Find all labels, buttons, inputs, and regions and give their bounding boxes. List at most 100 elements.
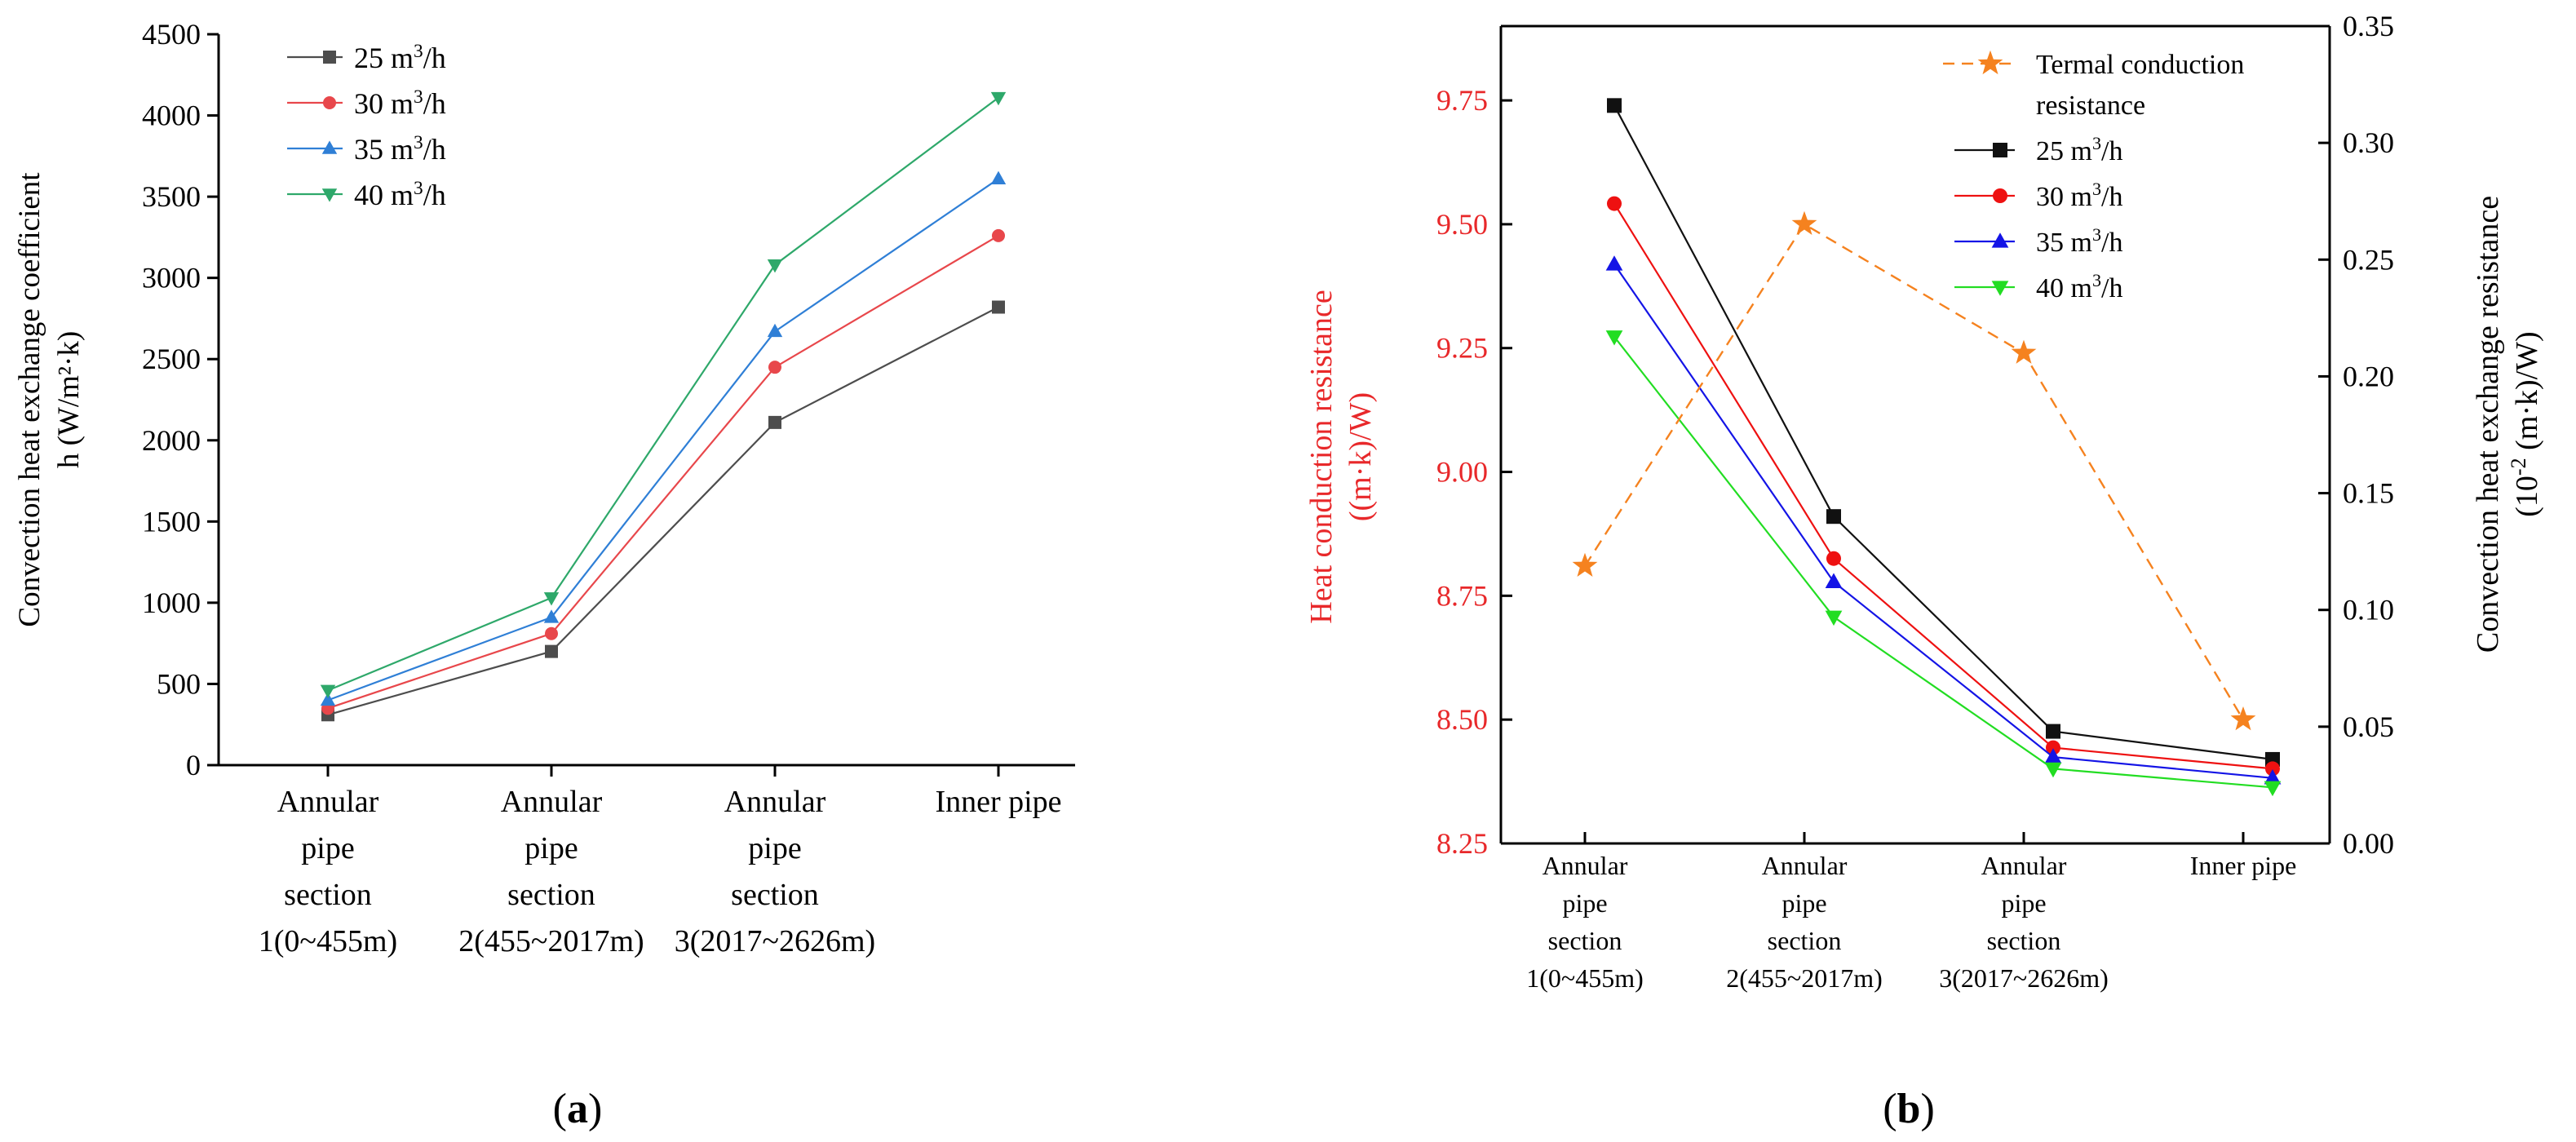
chart-b-x-tick-label: section bbox=[1548, 926, 1622, 955]
chart-a-x-tick-label: 1(0~455m) bbox=[259, 924, 397, 958]
chart-b-point bbox=[1605, 330, 1623, 346]
legend-label: resistance bbox=[2036, 91, 2145, 121]
chart-b-right-y-tick-label: 0.30 bbox=[2343, 126, 2394, 159]
caption-a: (a) bbox=[553, 1086, 603, 1132]
chart-a-point bbox=[320, 684, 336, 699]
chart-b-right-y-tick-label: 0.20 bbox=[2343, 360, 2394, 392]
chart-b-left-y-tick-label: 9.50 bbox=[1436, 208, 1488, 241]
chart-b-series-line-3 bbox=[1613, 336, 2273, 789]
legend-marker bbox=[323, 51, 336, 64]
chart-a-point bbox=[767, 323, 783, 338]
chart-b-point bbox=[1826, 551, 1841, 566]
chart-b-ylabel-right-line2: (10-2 (m·k)/W) bbox=[2507, 331, 2544, 516]
chart-a-point bbox=[545, 644, 558, 658]
chart-b-point bbox=[1825, 573, 1843, 589]
chart-b-right-y-tick-label: 0.15 bbox=[2343, 477, 2394, 510]
chart-a-series-line-1 bbox=[327, 234, 999, 710]
chart-b-point bbox=[2265, 761, 2280, 777]
legend-label: 40 m3/h bbox=[2036, 270, 2122, 303]
chart-a-y-tick-label: 3000 bbox=[142, 262, 201, 294]
chart-a-ylabel-line1: Convection heat exchange coefficient bbox=[13, 172, 46, 627]
chart-a-series-line-2 bbox=[327, 178, 999, 702]
chart-a-x-tick-label: Annular bbox=[501, 785, 603, 819]
legend-label: 25 m3/h bbox=[2036, 133, 2122, 166]
chart-b-x-tick-label: 2(455~2017m) bbox=[1726, 963, 1883, 993]
legend-marker bbox=[1991, 232, 2009, 248]
chart-a-y-tick-label: 2000 bbox=[142, 424, 201, 457]
chart-b-x-tick-label: pipe bbox=[1562, 888, 1607, 918]
chart-b-series-line-0 bbox=[1613, 104, 2273, 760]
chart-a-x-tick-label: 3(2017~2626m) bbox=[675, 924, 875, 958]
chart-b-point bbox=[1605, 255, 1623, 271]
chart-b-left-y-tick-label: 8.50 bbox=[1436, 703, 1488, 736]
chart-b-conduction-point bbox=[2230, 706, 2256, 731]
chart-a-x-tick-label: Annular bbox=[277, 785, 379, 819]
chart-b-point bbox=[2044, 748, 2062, 764]
chart-a-point bbox=[543, 609, 560, 623]
chart-a-x-tick-label: pipe bbox=[301, 831, 354, 865]
chart-a-point bbox=[543, 592, 560, 606]
chart-a-point bbox=[768, 361, 781, 374]
chart-b-right-y-tick-label: 0.00 bbox=[2343, 827, 2394, 860]
caption-b: (b) bbox=[1883, 1086, 1935, 1132]
chart-b-series-line-2 bbox=[1613, 263, 2273, 779]
chart-b-point bbox=[2044, 762, 2062, 778]
chart-a-x-tick-label: section bbox=[507, 878, 595, 912]
chart-b-series-line-1 bbox=[1613, 203, 2273, 770]
chart-b-point bbox=[2046, 724, 2060, 739]
chart-b-x-tick-label: Annular bbox=[1762, 851, 1848, 880]
chart-a-point bbox=[767, 259, 783, 273]
chart-a-ylabel-line2: h (W/m²·k) bbox=[52, 331, 86, 468]
legend-label: 35 m3/h bbox=[2036, 224, 2122, 258]
chart-b-conduction-point bbox=[1791, 210, 1817, 235]
legend-marker bbox=[323, 96, 336, 109]
chart-b-x-tick-label: Annular bbox=[1981, 851, 2067, 880]
chart-b-left-y-tick-label: 8.75 bbox=[1436, 579, 1488, 612]
chart-a-x-tick-label: pipe bbox=[524, 831, 578, 865]
chart-a-y-tick-label: 0 bbox=[186, 749, 201, 781]
chart-b-right-y-tick-label: 0.35 bbox=[2343, 10, 2394, 42]
chart-a: 0 500 1000 1500 2000 2500 3000 3500 4000 4500 Ann… bbox=[13, 18, 1075, 958]
chart-b-x-tick-label: 3(2017~2626m) bbox=[1939, 963, 2109, 993]
legend-label: 30 m3/h bbox=[354, 86, 446, 120]
chart-a-y-tick-label: 1500 bbox=[142, 505, 201, 538]
legend-marker bbox=[321, 140, 338, 154]
chart-b-x-tick-label: pipe bbox=[1782, 888, 1826, 918]
legend-label: 35 m3/h bbox=[354, 132, 446, 166]
chart-b-left-y-tick-label: 9.25 bbox=[1436, 332, 1488, 365]
chart-b-point bbox=[1826, 509, 1841, 525]
chart-b-conduction-point bbox=[1572, 552, 1598, 577]
chart-b-point bbox=[1607, 196, 1622, 211]
chart-b-x-tick-label: pipe bbox=[2001, 888, 2046, 918]
chart-b-point bbox=[2264, 781, 2282, 797]
legend-marker bbox=[1993, 188, 2007, 203]
chart-b-right-y-tick-label: 0.05 bbox=[2343, 710, 2394, 743]
legend-marker bbox=[1977, 50, 2003, 75]
chart-a-point bbox=[992, 300, 1005, 314]
chart-b-ylabel-left-line2: ((m·k)/W) bbox=[1343, 392, 1378, 521]
legend-label: 25 m3/h bbox=[354, 41, 446, 74]
chart-b-point bbox=[2046, 740, 2060, 755]
chart-a-point bbox=[990, 170, 1007, 185]
chart-b-conduction-point bbox=[2011, 339, 2037, 364]
chart-a-point bbox=[992, 228, 1005, 242]
chart-a-point bbox=[990, 91, 1007, 106]
legend-marker bbox=[321, 188, 338, 202]
chart-b-point bbox=[1825, 610, 1843, 626]
chart-b-left-y-tick-label: 9.75 bbox=[1436, 84, 1488, 117]
chart-b-ylabel-left-line1: Heat conduction resistance bbox=[1304, 290, 1339, 623]
chart-b-right-y-tick-label: 0.25 bbox=[2343, 243, 2394, 276]
chart-b-left-y-tick-label: 8.25 bbox=[1436, 827, 1488, 860]
chart-b-x-tick-label: 1(0~455m) bbox=[1526, 963, 1644, 993]
chart-b-right-y-tick-label: 0.10 bbox=[2343, 594, 2394, 626]
chart-b-x-tick-label: Annular bbox=[1543, 851, 1628, 880]
legend-marker bbox=[1991, 281, 2009, 296]
chart-a-point bbox=[545, 626, 558, 640]
legend-label: Termal conduction bbox=[2036, 50, 2244, 80]
legend-marker bbox=[1993, 143, 2007, 157]
chart-b-x-tick-label: Inner pipe bbox=[2190, 851, 2297, 880]
chart-a-x-tick-label: pipe bbox=[748, 831, 801, 865]
chart-a-y-tick-label: 4500 bbox=[142, 18, 201, 51]
chart-b-point bbox=[2264, 769, 2282, 785]
